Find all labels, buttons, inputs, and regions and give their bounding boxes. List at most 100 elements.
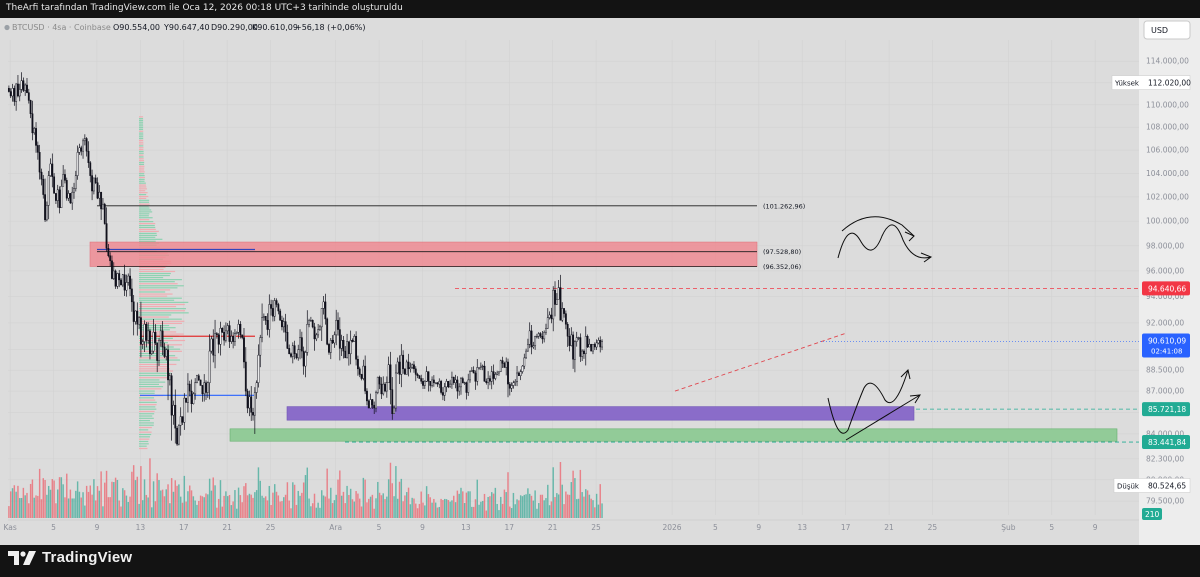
volume-profile-row bbox=[139, 324, 170, 327]
volume-bar bbox=[26, 492, 28, 518]
candle-body bbox=[418, 375, 421, 379]
candle-body bbox=[237, 323, 240, 333]
volume-bar bbox=[293, 484, 296, 518]
candle-body bbox=[67, 193, 70, 199]
candle-body bbox=[574, 341, 576, 360]
volume-bar bbox=[98, 490, 101, 518]
candle-body bbox=[138, 317, 141, 325]
volume-bar bbox=[275, 491, 278, 518]
volume-profile-row bbox=[139, 372, 171, 374]
candle-body bbox=[440, 381, 443, 393]
candle-body bbox=[452, 376, 455, 383]
time-axis[interactable]: Kas 5 9 13 17 21 25 Ara 5 9 13 17 21 25 2026 5 9 13 17 21 25… bbox=[4, 519, 1139, 532]
candle-body bbox=[367, 400, 370, 409]
volume-bar bbox=[313, 493, 316, 518]
candle-body bbox=[235, 331, 238, 334]
volume-bar bbox=[440, 498, 442, 518]
candle-body bbox=[427, 371, 430, 382]
candle-body bbox=[360, 374, 363, 379]
volume-bar bbox=[364, 479, 366, 518]
candle-body bbox=[248, 396, 251, 409]
volume-profile-row bbox=[139, 366, 169, 368]
currency-button-frame[interactable] bbox=[1143, 20, 1191, 40]
volume-profile-row bbox=[139, 182, 146, 184]
volume-profile-row bbox=[139, 276, 164, 279]
volume-profile-row bbox=[139, 424, 154, 426]
candle-body bbox=[214, 333, 216, 356]
volume-bar bbox=[8, 506, 10, 518]
green-zone[interactable] bbox=[229, 428, 1118, 442]
drawing-zones[interactable] bbox=[89, 241, 1118, 442]
volume-profile-row bbox=[139, 190, 146, 192]
volume-profile-row bbox=[139, 148, 144, 151]
volume-bar bbox=[581, 492, 583, 518]
candle-body bbox=[422, 381, 424, 386]
projection-path[interactable] bbox=[845, 394, 921, 441]
candle-body bbox=[121, 274, 124, 286]
drawing-lines[interactable]: (101.262,96) (97.528,80) (96.352,06) bbox=[97, 202, 1139, 443]
volume-profile-row bbox=[139, 143, 144, 145]
volume-bar bbox=[42, 478, 44, 518]
currency-button[interactable]: USD bbox=[1143, 20, 1191, 40]
time-tick-label: 13 bbox=[461, 523, 471, 532]
red-zone[interactable] bbox=[89, 241, 758, 267]
projection-path[interactable] bbox=[827, 369, 909, 434]
volume-bar bbox=[214, 485, 216, 518]
candle-body bbox=[78, 147, 81, 153]
candle-body bbox=[187, 383, 189, 403]
candle-body bbox=[259, 337, 262, 356]
volume-bar bbox=[118, 500, 120, 518]
candle-body bbox=[165, 349, 168, 357]
arrow-head-icon bbox=[900, 369, 911, 380]
volume-profile-row bbox=[139, 420, 150, 422]
candle-body bbox=[592, 344, 594, 352]
volume-bar bbox=[324, 496, 327, 518]
candle-body bbox=[572, 334, 575, 360]
price-tick-label: 108.000,00 bbox=[1146, 123, 1189, 132]
volume-bar bbox=[550, 501, 553, 518]
projection-path[interactable] bbox=[841, 216, 915, 237]
candle-body bbox=[268, 304, 271, 330]
volume-profile-row bbox=[139, 197, 147, 200]
volume-profile-row bbox=[139, 440, 149, 443]
candle-body bbox=[404, 368, 406, 375]
volume-bar bbox=[404, 495, 406, 518]
purple-zone[interactable] bbox=[286, 406, 915, 421]
volume-bar bbox=[481, 500, 484, 518]
currency-button-label[interactable]: USD bbox=[1151, 26, 1168, 35]
volume-profile-row bbox=[139, 167, 145, 169]
volume-bar bbox=[129, 496, 131, 518]
volume-bar bbox=[409, 504, 412, 518]
candle-body bbox=[320, 308, 323, 328]
candle-body bbox=[232, 336, 235, 342]
candle-body bbox=[288, 348, 291, 355]
volume-profile-row bbox=[139, 322, 182, 325]
candle-body bbox=[575, 337, 578, 342]
candle-body bbox=[351, 340, 354, 342]
price-chart[interactable]: (101.262,96) (97.528,80) (96.352,06) 114.0… bbox=[0, 18, 1200, 545]
projection-path[interactable] bbox=[837, 224, 932, 259]
volume-bar bbox=[586, 490, 589, 518]
candle-body bbox=[150, 350, 153, 355]
volume-profile-row bbox=[139, 316, 169, 318]
candle-body bbox=[308, 320, 310, 325]
candle-body bbox=[507, 361, 509, 385]
candle-body bbox=[40, 171, 43, 180]
candle-body bbox=[140, 317, 142, 345]
volume-profile-row bbox=[139, 318, 182, 320]
candle-body bbox=[201, 385, 204, 395]
volume-bar bbox=[131, 471, 133, 518]
volume-bar bbox=[527, 488, 529, 518]
projection-arrows[interactable] bbox=[827, 216, 933, 441]
volume-bar bbox=[109, 497, 111, 518]
trendline-dashed[interactable] bbox=[674, 333, 846, 392]
candle-body bbox=[127, 275, 130, 283]
volume-bar bbox=[248, 493, 251, 518]
candle-body bbox=[599, 340, 602, 348]
volume-bar bbox=[169, 503, 171, 518]
volume-bar bbox=[228, 495, 231, 518]
volume-bar bbox=[185, 501, 187, 518]
volume-bar bbox=[250, 494, 252, 518]
candle-body bbox=[224, 330, 227, 341]
volume-bar bbox=[80, 497, 82, 518]
